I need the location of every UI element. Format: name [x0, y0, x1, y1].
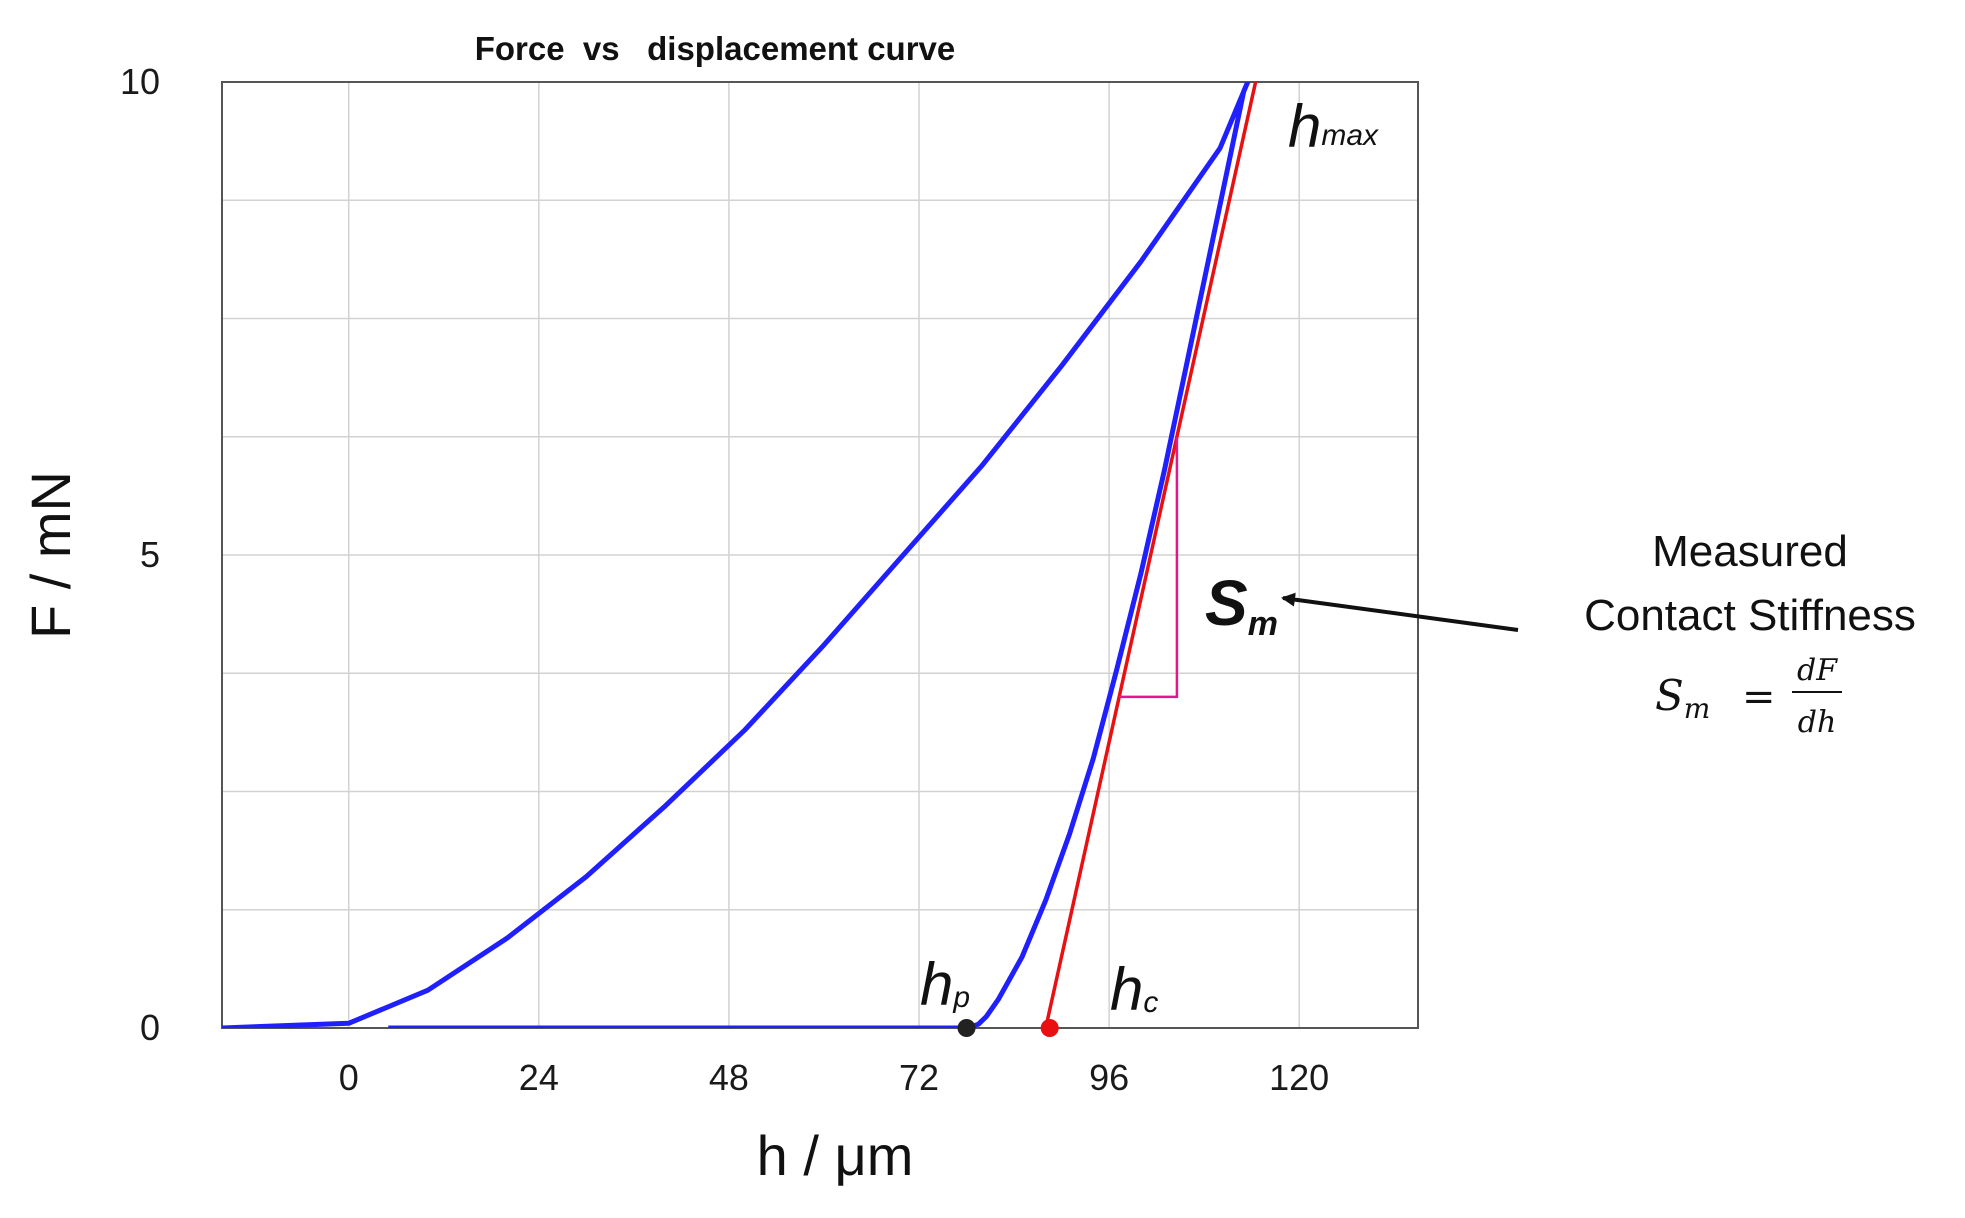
x-axis-label: h / μm: [757, 1124, 914, 1187]
x-tick-label-2: 48: [709, 1057, 749, 1098]
chart-title: Force vs displacement curve: [475, 30, 956, 67]
stiffness-arrow: [1281, 592, 1519, 632]
points-group: [957, 1019, 1059, 1037]
sm-label: Sm: [1205, 567, 1278, 643]
slope-triangle: [1119, 436, 1179, 699]
y-tick-label-1: 5: [140, 534, 160, 575]
formula-numerator: dF: [1797, 653, 1838, 688]
x-tick-label-1: 24: [519, 1057, 559, 1098]
x-tick-label-4: 96: [1089, 1057, 1129, 1098]
x-tick-label-5: 120: [1269, 1057, 1329, 1098]
x-tick-labels: 0 24 48 72 96 120: [339, 1057, 1330, 1098]
hc-point: [1040, 1019, 1059, 1037]
y-tick-label-0: 0: [140, 1007, 160, 1048]
y-tick-label-2: 10: [120, 61, 160, 102]
x-tick-label-0: 0: [339, 1057, 359, 1098]
stiffness-formula: Sm = dF dh: [1655, 653, 1842, 740]
y-axis-label: F / mN: [19, 471, 82, 639]
hc-label: hc: [1110, 956, 1158, 1023]
formula-denominator: dh: [1798, 705, 1837, 740]
y-tick-labels: 0 5 10: [120, 61, 160, 1048]
formula-lhs: Sm: [1655, 671, 1710, 725]
hp-point: [957, 1019, 976, 1037]
x-tick-label-3: 72: [899, 1057, 939, 1098]
note-line-2: Contact Stiffness: [1584, 591, 1916, 640]
grid: [222, 82, 1418, 1028]
hp-label: hp: [920, 951, 970, 1018]
tangent-line: [1043, 82, 1258, 1028]
formula-equals: =: [1742, 674, 1776, 720]
note-line-1: Measured: [1652, 527, 1848, 576]
hmax-label: hmax: [1288, 93, 1379, 160]
